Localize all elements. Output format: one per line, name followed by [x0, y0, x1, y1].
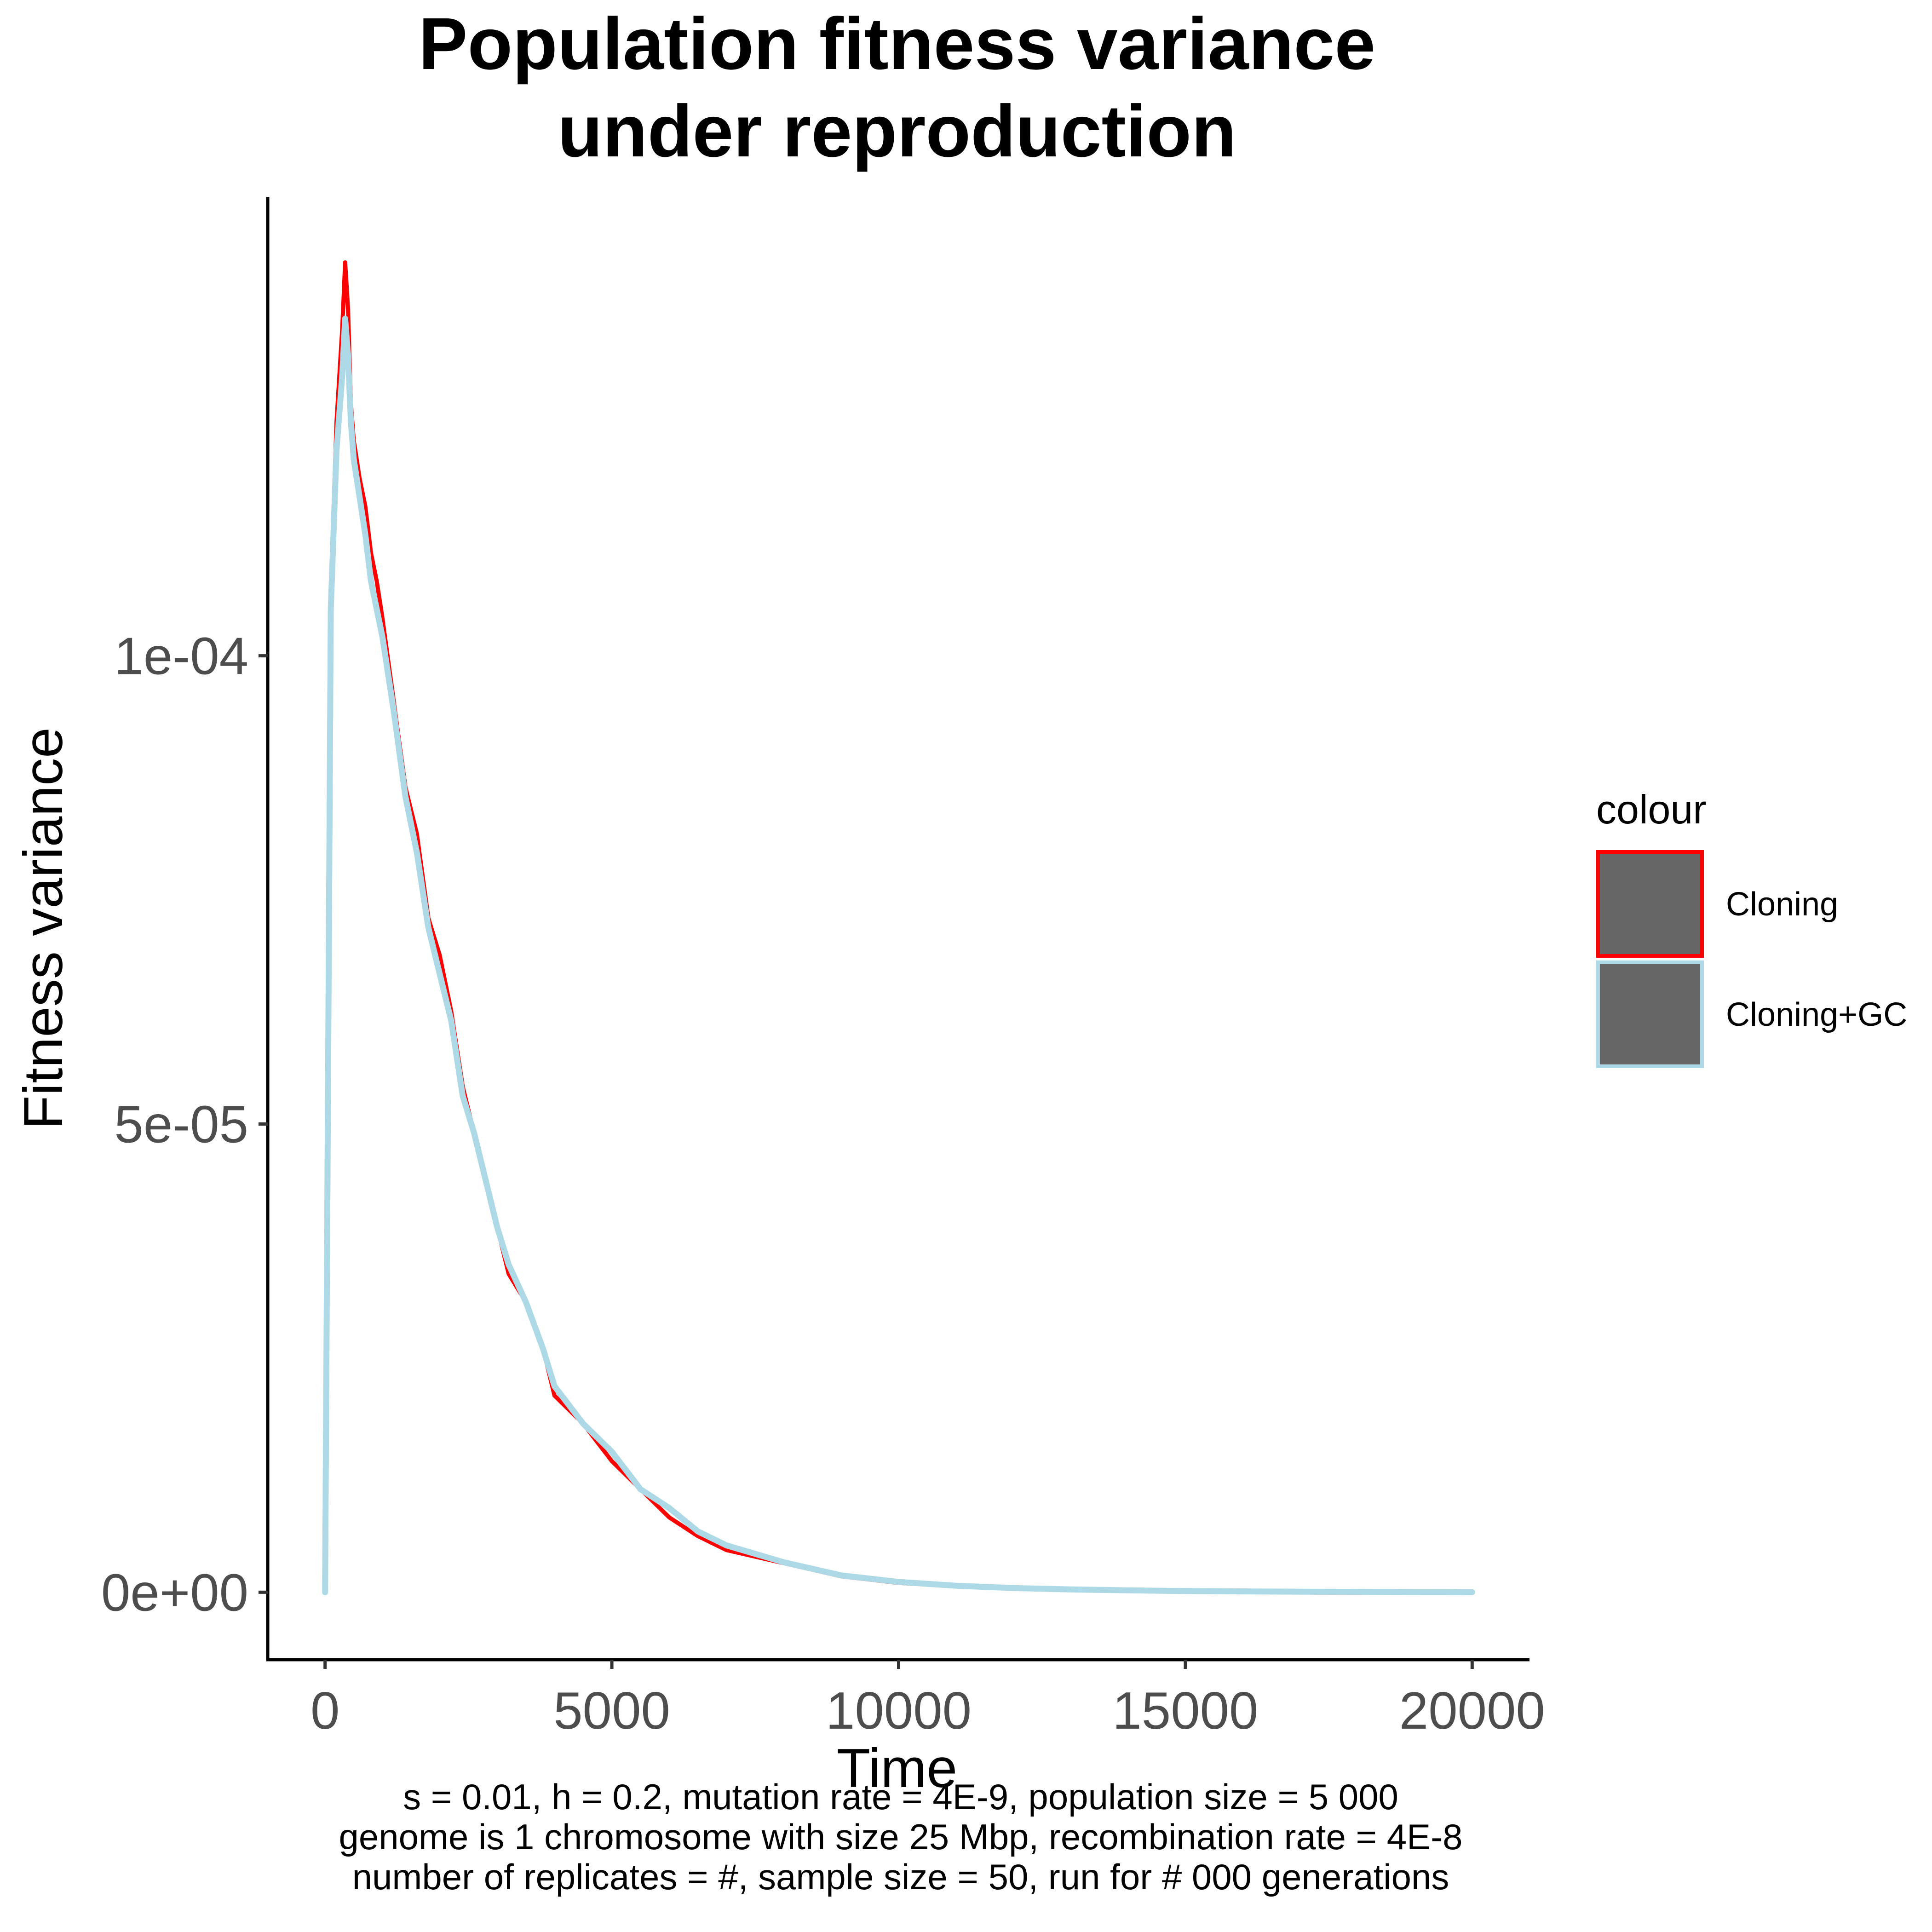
axes-layer	[266, 197, 1530, 1662]
y-tick-label: 0e+00	[101, 1564, 248, 1622]
legend-label-cloning: Cloning	[1726, 886, 1838, 923]
y-tick-label: 1e-04	[114, 627, 248, 686]
chart-title-line-1: Population fitness variance	[419, 2, 1376, 85]
y-tick-label: 5e-05	[114, 1095, 248, 1154]
y-axis-title: Fitness variance	[12, 727, 74, 1129]
series-line-cloning	[323, 260, 1474, 1594]
series-line-cloning-gc	[322, 316, 1475, 1595]
legend-key-cloning	[1596, 850, 1704, 958]
caption-line-1: s = 0.01, h = 0.2, mutation rate = 4E-9,…	[403, 1777, 1398, 1817]
x-axis-title: Time	[837, 1737, 957, 1799]
x-tick-label: 10000	[826, 1682, 972, 1740]
chart-title-line-2: under reproduction	[558, 90, 1236, 172]
x-ticks: 0 5000 10000 15000 20000	[310, 1660, 1545, 1740]
y-ticks: 0e+00 5e-05 1e-04	[101, 627, 268, 1622]
legend: colour Cloning Cloning+GC	[1596, 787, 1907, 1068]
caption-line-3: number of replicates = #, sample size = …	[352, 1857, 1449, 1897]
legend-label-cloning-gc: Cloning+GC	[1726, 996, 1907, 1033]
x-tick-label: 15000	[1112, 1682, 1258, 1740]
legend-title: colour	[1596, 787, 1707, 832]
x-tick-label: 5000	[553, 1682, 670, 1740]
legend-key-cloning-gc	[1596, 960, 1704, 1068]
x-tick-label: 20000	[1399, 1682, 1545, 1740]
x-tick-label: 0	[310, 1682, 339, 1740]
series-layer	[322, 260, 1475, 1595]
caption-line-2: genome is 1 chromosome with size 25 Mbp,…	[339, 1817, 1462, 1857]
